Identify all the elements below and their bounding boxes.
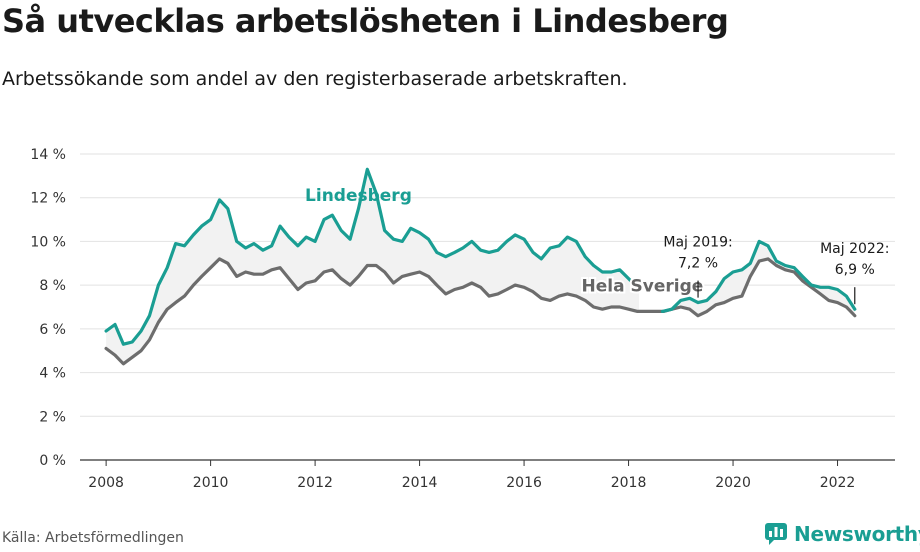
x-tick-label: 2016 <box>506 475 542 491</box>
x-tick-label: 2018 <box>611 475 647 491</box>
series-label-lindesberg: Lindesberg <box>305 186 412 206</box>
chart-series-labels: Lindesberg Hela Sverige <box>305 186 705 299</box>
annotation-text: Maj 2022: <box>820 241 889 257</box>
x-tick-label: 2022 <box>820 475 856 491</box>
y-tick-label: 10 % <box>30 234 66 250</box>
y-tick-label: 14 % <box>30 147 66 163</box>
y-tick-label: 4 % <box>39 366 66 382</box>
chart-annotations: Maj 2019: 7,2 % Maj 2022: 6,9 % <box>663 235 889 305</box>
page-title: Så utvecklas arbetslösheten i Lindesberg <box>2 2 729 40</box>
chart-series <box>104 167 857 366</box>
difference-band <box>106 169 855 364</box>
y-tick-label: 0 % <box>39 453 66 469</box>
band-area <box>106 169 640 364</box>
y-tick-label: 2 % <box>39 409 66 425</box>
chart-axes: 0 % 2 % 4 % 6 % 8 % 10 % 12 % 14 % 2008 2010 2012 2… <box>30 147 895 491</box>
source-note: Källa: Arbetsförmedlingen <box>2 530 184 546</box>
annotation-text: 7,2 % <box>678 256 718 272</box>
chart-bubble-icon <box>765 523 787 545</box>
x-tick-label: 2014 <box>402 475 438 491</box>
page-subtitle: Arbetssökande som andel av den registerb… <box>2 68 628 90</box>
annotation-text: Maj 2019: <box>663 235 732 251</box>
x-tick-label: 2010 <box>193 475 229 491</box>
x-tick-label: 2020 <box>715 475 751 491</box>
y-tick-label: 6 % <box>39 322 66 338</box>
brand-name: Newsworthy <box>794 522 920 546</box>
y-tick-label: 8 % <box>39 278 66 294</box>
series-line-hela-sverige <box>104 257 857 366</box>
x-tick-label: 2008 <box>88 475 124 491</box>
x-tick-label: 2012 <box>297 475 333 491</box>
brand-logo[interactable]: Newsworthy <box>764 519 920 549</box>
series-label-hela-sverige: Hela Sverige <box>582 277 704 297</box>
annotation-text: 6,9 % <box>835 262 875 278</box>
y-tick-label: 12 % <box>30 191 66 207</box>
series-line-lindesberg <box>104 167 857 346</box>
